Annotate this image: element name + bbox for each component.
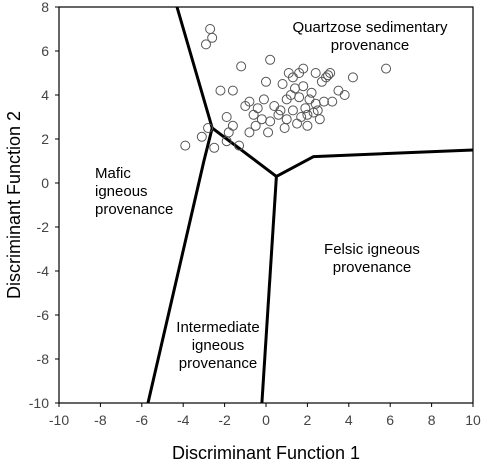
data-point [339,90,350,100]
data-point [302,109,313,120]
x-tick-label: 8 [428,412,436,428]
data-point [227,120,238,131]
data-point [236,61,247,72]
data-point [292,118,303,129]
x-tick-label: 0 [262,412,270,428]
y-tick-label: 2 [41,131,49,147]
data-point [203,123,214,133]
data-point [215,85,226,96]
data-point [221,136,232,147]
data-point [240,101,251,111]
data-point [310,68,321,78]
y-axis-ticks: -10 -8 -6 -4 -2 0 2 4 6 8 [29,0,59,411]
data-point [347,72,358,83]
x-tick-label: -6 [136,412,149,428]
data-point [294,92,305,103]
data-point [281,114,292,125]
boundary-lines [146,6,474,404]
data-point [323,70,334,81]
data-point [250,120,261,131]
region-label: Mafic [95,165,131,182]
x-tick-label: 6 [386,412,394,428]
region-label: Felsic igneous [324,241,420,258]
data-point [281,94,292,105]
x-tick-label: -8 [94,412,107,428]
region-label: Intermediate [176,319,259,336]
x-tick-label: -4 [177,412,190,428]
data-point [273,109,284,120]
y-tick-label: 4 [41,87,49,103]
boundary-line [146,127,214,404]
region-label: provenance [331,37,409,54]
data-point [277,79,288,89]
region-label: igneous [192,337,245,354]
y-tick-label: -4 [37,263,50,279]
region-labels: Quartzose sedimentaryprovenanceMaficigne… [95,19,448,372]
data-point [296,112,307,122]
scatter-points [180,24,392,153]
data-point [209,142,220,153]
y-axis-title: Discriminant Function 2 [4,111,24,299]
data-point [333,85,344,96]
data-point [205,24,216,34]
x-tick-label: 4 [345,412,353,428]
x-axis-title: Discriminant Function 1 [172,443,360,463]
data-point [269,101,280,111]
data-point [223,127,234,138]
data-point [207,32,218,43]
boundary-line [260,176,278,404]
y-tick-label: -2 [37,219,50,235]
data-point [289,83,300,94]
data-point [298,63,309,74]
data-point [227,85,238,96]
data-point [318,96,329,107]
data-point [196,131,207,142]
data-point [263,127,274,138]
x-tick-label: 2 [304,412,312,428]
data-point [180,140,191,151]
data-point [248,109,259,120]
data-point [314,114,325,125]
region-label: Quartzose sedimentary [292,19,448,36]
data-point [265,54,276,65]
data-point [300,103,311,114]
data-point [258,94,269,105]
data-point [244,127,255,138]
data-point [306,87,317,98]
region-label: provenance [95,201,173,218]
x-tick-label: -2 [218,412,231,428]
x-axis-ticks: -10 -8 -6 -4 -2 0 2 4 6 8 10 [49,403,481,428]
data-point [327,96,338,107]
x-tick-label: 10 [465,412,481,428]
data-point [381,63,392,74]
y-tick-label: 0 [41,175,49,191]
data-point [252,103,263,114]
region-label: provenance [179,355,257,372]
x-tick-label: -10 [49,412,69,428]
y-tick-label: -10 [29,395,49,411]
y-tick-label: -6 [37,307,50,323]
data-point [256,114,267,125]
region-label: provenance [333,259,411,276]
data-point [302,120,313,131]
region-label: igneous [95,183,148,200]
y-tick-label: 6 [41,43,49,59]
y-tick-label: -8 [37,351,50,367]
data-point [221,112,232,122]
data-point [261,76,271,87]
data-point [298,81,309,92]
data-point [200,39,211,50]
data-point [275,105,286,116]
data-point [279,123,290,133]
data-point [287,105,298,116]
data-point [265,116,276,127]
data-point [325,68,336,78]
y-tick-label: 8 [41,0,49,15]
data-point [234,140,245,151]
